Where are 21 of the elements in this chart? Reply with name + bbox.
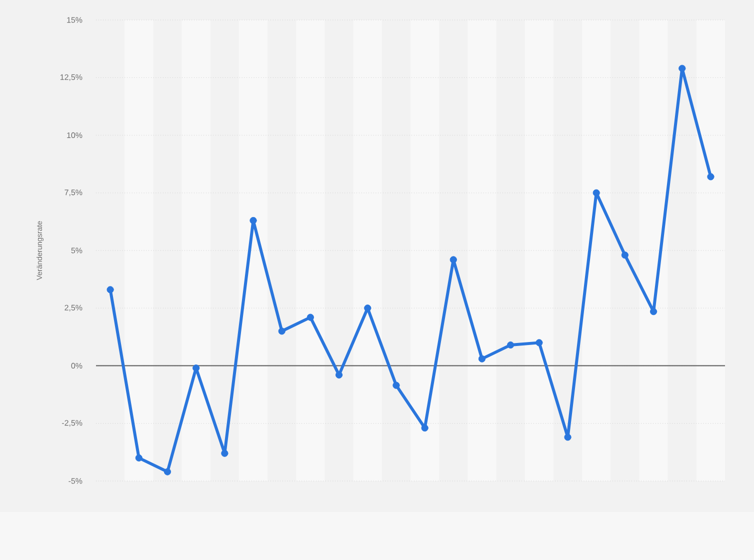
point bbox=[306, 314, 314, 321]
point bbox=[707, 173, 714, 180]
point bbox=[421, 424, 428, 432]
point bbox=[106, 286, 114, 294]
point bbox=[536, 339, 543, 346]
point bbox=[392, 382, 400, 389]
point bbox=[164, 468, 172, 476]
point bbox=[478, 355, 486, 362]
point bbox=[335, 371, 343, 379]
point bbox=[564, 434, 572, 441]
point bbox=[221, 450, 228, 457]
point bbox=[621, 252, 628, 259]
point bbox=[678, 64, 686, 72]
point bbox=[507, 341, 514, 349]
point bbox=[592, 189, 600, 196]
point bbox=[192, 364, 200, 372]
point bbox=[450, 256, 457, 264]
point bbox=[250, 216, 257, 224]
point bbox=[135, 454, 142, 462]
point bbox=[650, 308, 658, 316]
point bbox=[278, 328, 286, 335]
